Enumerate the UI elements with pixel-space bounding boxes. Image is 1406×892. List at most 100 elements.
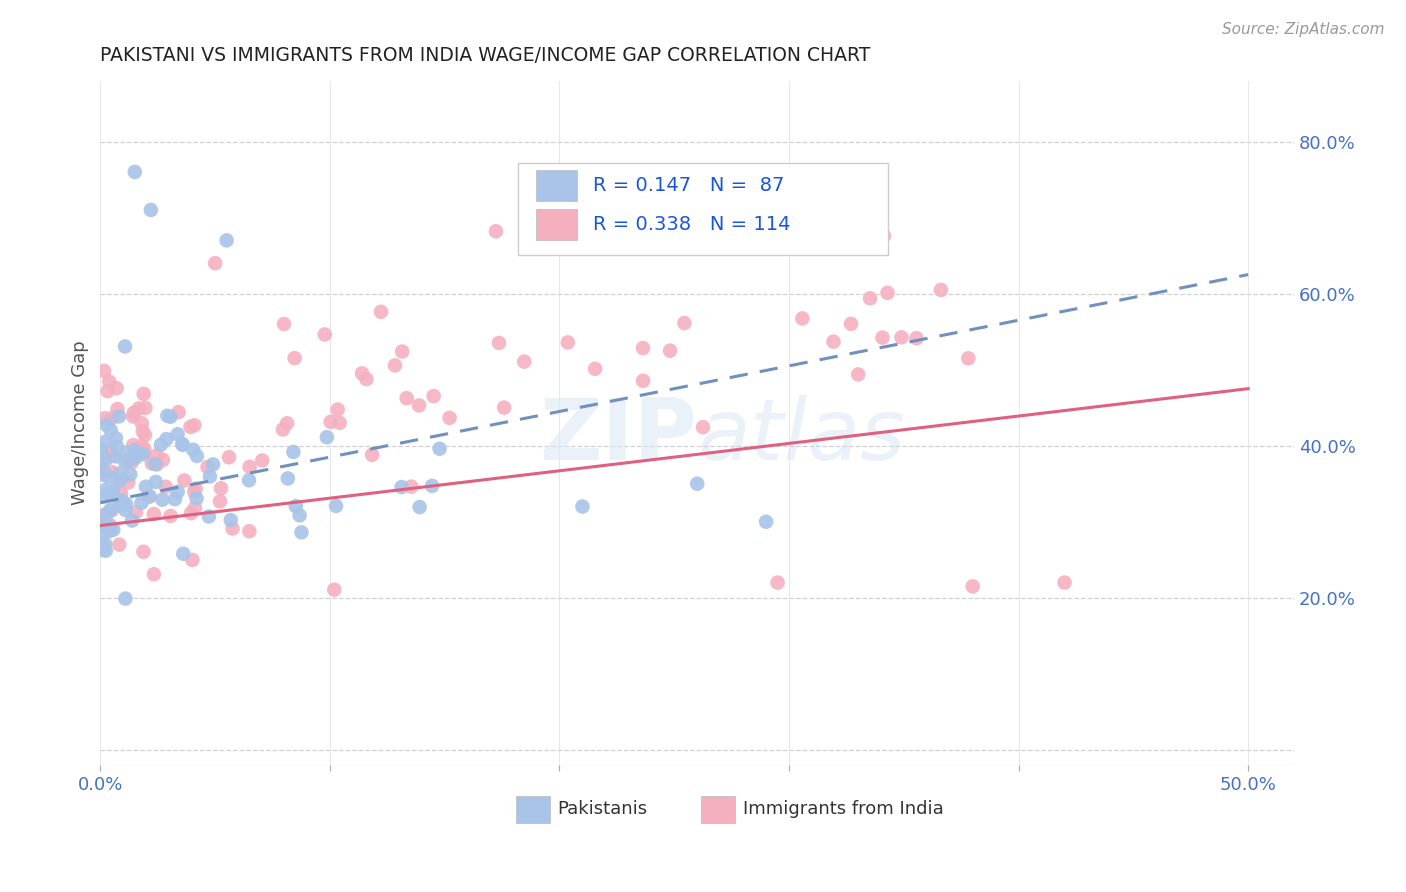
Point <box>132 447 155 461</box>
Point <box>155 480 177 494</box>
Point <box>792 311 814 326</box>
Point <box>873 228 896 243</box>
Point <box>290 525 312 540</box>
Point <box>583 361 606 376</box>
Point <box>276 417 298 431</box>
Point <box>659 343 682 358</box>
Point <box>755 515 778 529</box>
Point <box>94 411 117 425</box>
Point <box>485 224 508 238</box>
Point <box>356 372 378 386</box>
Point <box>238 473 260 487</box>
Point <box>384 359 406 373</box>
Point <box>111 495 134 509</box>
Point <box>218 450 240 465</box>
Point <box>152 452 174 467</box>
Point <box>90 508 112 523</box>
Point <box>686 476 709 491</box>
Point <box>141 457 163 471</box>
Point <box>103 523 125 537</box>
FancyBboxPatch shape <box>536 209 576 240</box>
Point <box>166 484 188 499</box>
Point <box>408 500 430 514</box>
Point <box>905 331 928 345</box>
Point <box>163 492 186 507</box>
Point <box>94 483 117 497</box>
Point <box>131 496 153 510</box>
Point <box>219 513 242 527</box>
Point <box>283 445 305 459</box>
Point <box>197 460 219 475</box>
Point <box>252 453 274 467</box>
Point <box>183 418 205 433</box>
Point <box>143 457 166 471</box>
Point <box>97 445 120 459</box>
Point <box>96 417 118 432</box>
Point <box>890 330 912 344</box>
Point <box>93 489 115 503</box>
Point <box>571 500 593 514</box>
Point <box>98 488 121 502</box>
Point <box>111 493 134 508</box>
Point <box>132 545 155 559</box>
Point <box>173 474 195 488</box>
Point <box>401 480 423 494</box>
Text: PAKISTANI VS IMMIGRANTS FROM INDIA WAGE/INCOME GAP CORRELATION CHART: PAKISTANI VS IMMIGRANTS FROM INDIA WAGE/… <box>100 46 870 65</box>
Point <box>391 480 413 494</box>
Point <box>314 327 336 342</box>
Point <box>134 445 156 459</box>
Point <box>122 438 145 452</box>
Point <box>108 499 131 513</box>
Point <box>557 335 579 350</box>
Point <box>198 509 221 524</box>
Point <box>98 375 121 389</box>
Point <box>110 486 132 500</box>
Point <box>122 406 145 420</box>
Point <box>859 291 882 305</box>
Point <box>422 389 444 403</box>
Point <box>221 522 243 536</box>
Point <box>142 507 165 521</box>
Point <box>204 256 226 270</box>
Point <box>138 490 160 504</box>
Point <box>100 444 122 458</box>
Point <box>159 409 181 424</box>
Point <box>128 401 150 416</box>
Text: atlas: atlas <box>697 395 905 478</box>
FancyBboxPatch shape <box>700 796 735 823</box>
Point <box>823 334 845 349</box>
Point <box>361 448 384 462</box>
Point <box>108 538 131 552</box>
Point <box>93 364 115 378</box>
Point <box>370 305 392 319</box>
Point <box>183 485 205 500</box>
Point <box>271 423 294 437</box>
Point <box>110 467 132 481</box>
Point <box>326 402 349 417</box>
Point <box>114 456 136 470</box>
Text: R = 0.147   N =  87: R = 0.147 N = 87 <box>593 176 785 194</box>
Point <box>115 445 138 459</box>
Point <box>284 499 307 513</box>
Point <box>131 439 153 453</box>
Point <box>288 508 311 523</box>
Point <box>94 517 117 532</box>
Point <box>181 442 204 457</box>
Point <box>90 443 112 458</box>
Point <box>98 524 121 538</box>
Point <box>110 473 132 487</box>
Point <box>122 443 145 458</box>
Point <box>91 528 114 542</box>
Point <box>91 543 114 558</box>
Point <box>97 469 120 483</box>
Point <box>962 579 984 593</box>
Point <box>209 481 232 495</box>
Point <box>96 507 118 521</box>
Point <box>101 449 124 463</box>
Point <box>94 434 117 449</box>
Point <box>329 416 352 430</box>
Point <box>138 489 160 503</box>
Point <box>91 540 114 554</box>
Point <box>105 450 128 464</box>
FancyBboxPatch shape <box>516 796 550 823</box>
